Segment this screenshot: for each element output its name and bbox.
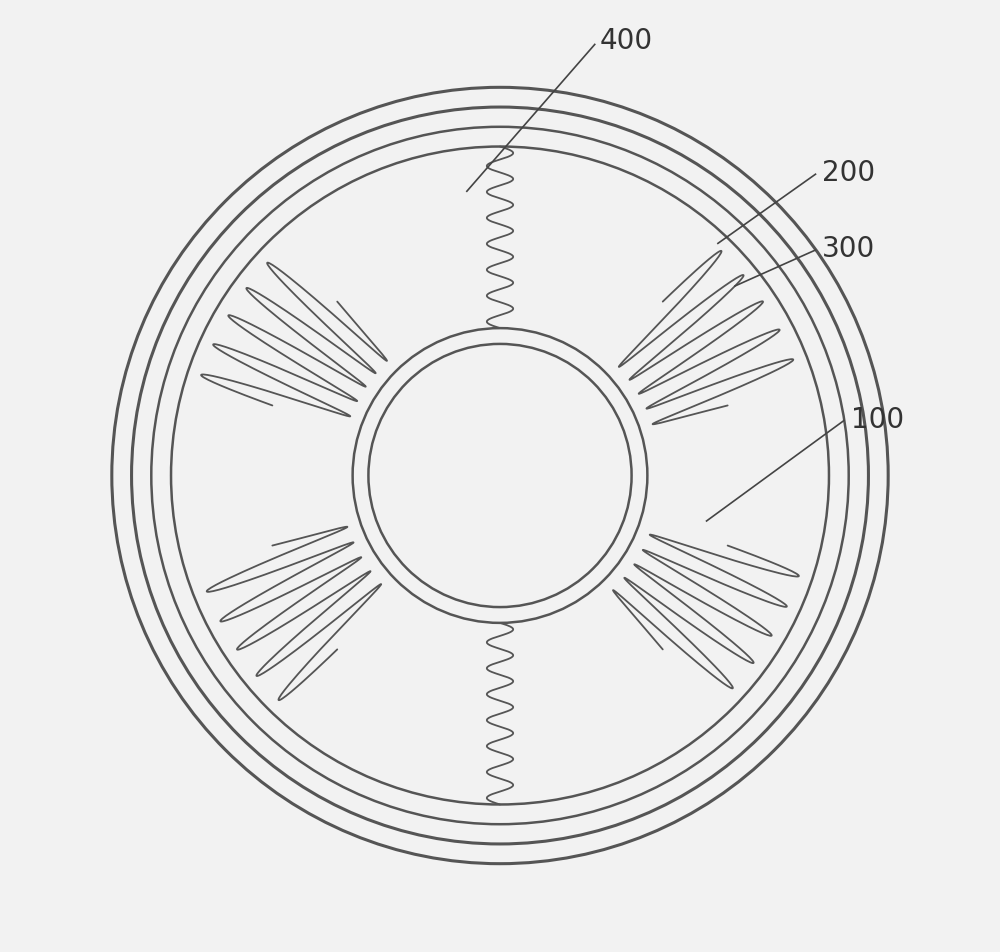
Text: 400: 400: [599, 27, 653, 54]
Text: 300: 300: [822, 235, 875, 263]
Text: 200: 200: [822, 159, 875, 188]
Text: 100: 100: [851, 406, 904, 433]
